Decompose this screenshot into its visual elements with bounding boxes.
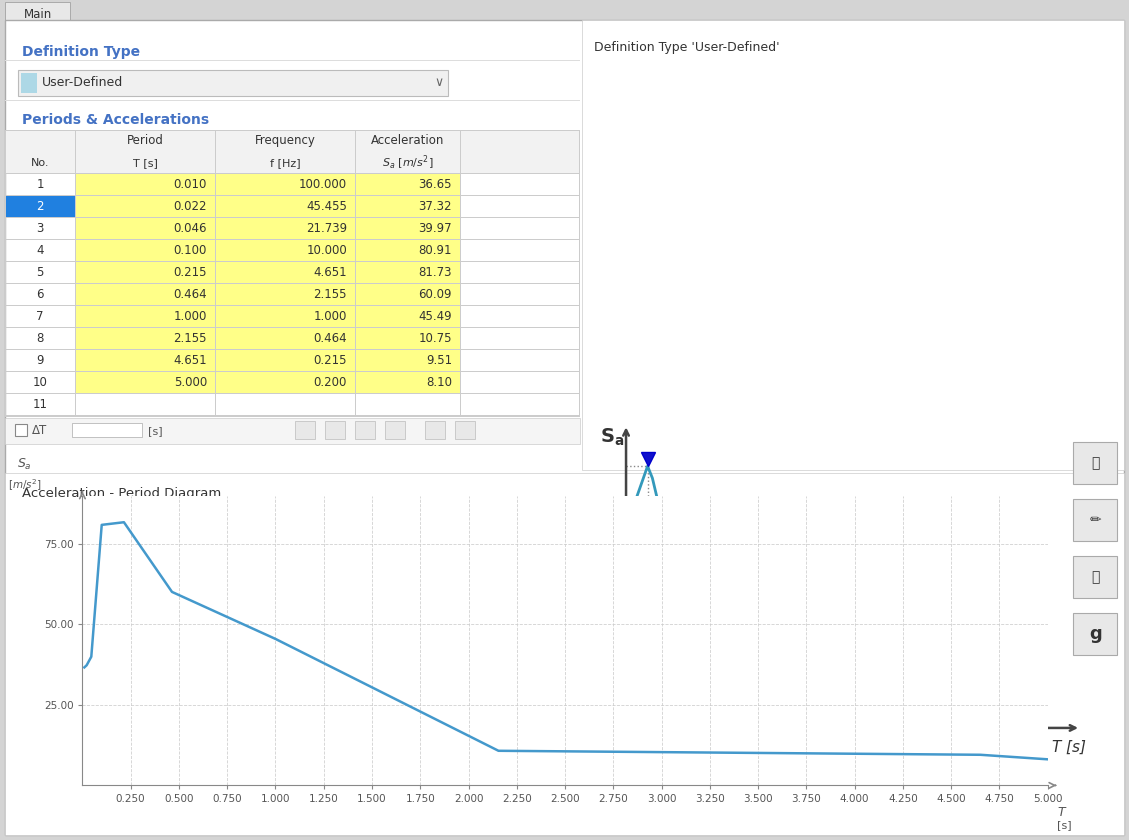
Text: 3: 3 [36,223,44,235]
Bar [5,418,580,444]
Bar [5,473,1124,835]
Text: Periods & Accelerations: Periods & Accelerations [21,113,209,127]
Text: $S_a\ [m/s^2]$: $S_a\ [m/s^2]$ [382,154,434,172]
Text: 80.91: 80.91 [419,244,452,258]
Text: 1.000: 1.000 [174,311,207,323]
Text: 7: 7 [36,311,44,323]
Text: 0.022: 0.022 [174,201,207,213]
Text: 🖨: 🖨 [1091,570,1100,584]
Bar [5,173,580,174]
Bar [75,240,460,262]
Text: 39.97: 39.97 [419,223,452,235]
Text: 45.455: 45.455 [306,201,347,213]
Text: $S_a$: $S_a$ [17,457,32,472]
Bar [72,423,142,437]
Text: Period: Period [126,134,164,147]
Text: 21.739: 21.739 [306,223,347,235]
Text: 8.10: 8.10 [426,376,452,390]
Text: 9: 9 [36,354,44,368]
Bar [15,424,27,436]
Bar [5,196,75,218]
Text: 0.215: 0.215 [314,354,347,368]
Text: No.: No. [30,158,50,168]
Text: 10.000: 10.000 [306,244,347,258]
Text: ✏: ✏ [1089,513,1101,527]
Bar [75,196,460,218]
Text: $[m/s^2]$: $[m/s^2]$ [8,477,42,493]
Text: 0.464: 0.464 [314,333,347,345]
Text: Definition Type 'User-Defined': Definition Type 'User-Defined' [594,41,780,55]
Bar [355,421,375,439]
Text: User-Defined: User-Defined [42,76,123,90]
Bar [75,372,460,394]
Text: Acceleration: Acceleration [370,134,444,147]
Text: 0.200: 0.200 [314,376,347,390]
Text: 0.215: 0.215 [174,266,207,280]
Text: 0.010: 0.010 [174,178,207,192]
Text: $T$ [s]: $T$ [s] [1051,738,1086,756]
Text: 5: 5 [36,266,44,280]
Bar [385,421,405,439]
Text: 60.09: 60.09 [419,288,452,302]
Text: [s]: [s] [148,426,163,436]
Text: ∨: ∨ [435,76,444,90]
Bar [455,421,475,439]
Text: 0.100: 0.100 [174,244,207,258]
Text: 10: 10 [33,376,47,390]
Text: 4.651: 4.651 [314,266,347,280]
Bar [75,174,460,196]
Bar [75,262,460,284]
Text: Definition Type: Definition Type [21,45,140,59]
Text: 2.155: 2.155 [174,333,207,345]
Text: $T$: $T$ [1058,806,1068,819]
Text: T [s]: T [s] [132,158,157,168]
Text: 1: 1 [36,178,44,192]
Text: 4.651: 4.651 [174,354,207,368]
Text: Frequency: Frequency [254,134,315,147]
Text: 8: 8 [36,333,44,345]
Bar [75,218,460,240]
Text: $\mathbf{S_a}$: $\mathbf{S_a}$ [599,427,624,448]
Text: 36.65: 36.65 [419,178,452,192]
Text: ⏱: ⏱ [1091,456,1100,470]
Text: 1.000: 1.000 [314,311,347,323]
Text: 0.464: 0.464 [174,288,207,302]
Bar [75,328,460,350]
Bar [425,421,445,439]
Bar [75,306,460,328]
Text: 2.155: 2.155 [314,288,347,302]
Text: Main: Main [24,8,52,20]
Text: 100.000: 100.000 [299,178,347,192]
Text: 2: 2 [36,201,44,213]
Bar [75,350,460,372]
Bar [325,421,345,439]
Text: ΔT: ΔT [32,424,47,438]
Text: 6: 6 [36,288,44,302]
Text: f [Hz]: f [Hz] [270,158,300,168]
Text: 0.046: 0.046 [174,223,207,235]
Text: 11: 11 [33,398,47,412]
Text: 10.75: 10.75 [419,333,452,345]
Bar [5,131,580,173]
Bar [5,60,580,61]
Bar [5,130,580,131]
Bar [18,70,448,96]
Bar [5,2,70,22]
Bar [21,73,37,93]
Text: 81.73: 81.73 [419,266,452,280]
Bar [5,100,580,101]
Text: Acceleration - Period Diagram: Acceleration - Period Diagram [21,486,221,500]
Text: $T_1,\ T_2,\ T_3,\ ...$: $T_1,\ T_2,\ T_3,\ ...$ [866,549,994,570]
Text: [s]: [s] [1058,820,1073,830]
Text: 4: 4 [36,244,44,258]
Text: 5.000: 5.000 [174,376,207,390]
Bar [583,20,1124,470]
Bar [75,284,460,306]
Text: 45.49: 45.49 [419,311,452,323]
Text: 37.32: 37.32 [419,201,452,213]
Bar [295,421,315,439]
Text: g: g [1088,625,1102,643]
Text: 9.51: 9.51 [426,354,452,368]
